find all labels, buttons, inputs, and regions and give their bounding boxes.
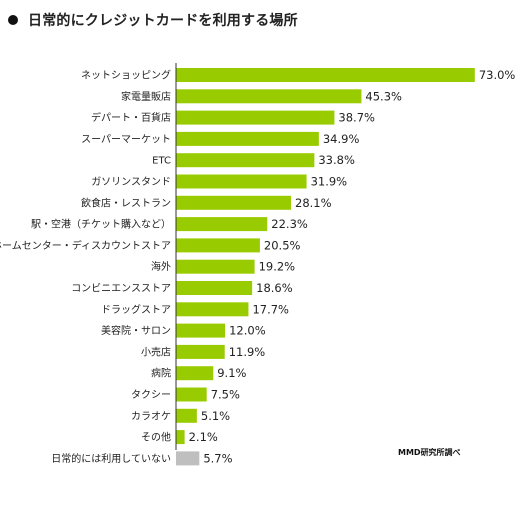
category-label: ETC (152, 156, 171, 167)
bar (176, 131, 319, 146)
category-label: コンビニエンスストア (71, 283, 171, 295)
bar (176, 238, 260, 253)
bar (176, 259, 255, 274)
value-label: 22.3% (271, 217, 308, 231)
bar (176, 110, 335, 125)
category-label: ホームセンター・ディスカウントストア (0, 239, 171, 252)
category-label: 海外 (151, 260, 171, 273)
category-label: 小売店 (141, 345, 171, 358)
source-note: MMD研究所調べ (398, 448, 461, 457)
value-label: 5.7% (203, 451, 232, 465)
value-label: 7.5% (211, 388, 240, 402)
category-label: タクシー (131, 389, 171, 401)
bar (176, 281, 253, 295)
value-label: 2.1% (189, 430, 218, 444)
value-label: 11.9% (229, 345, 266, 359)
value-label: 33.8% (318, 153, 355, 167)
value-label: 38.7% (338, 111, 375, 125)
category-label: スーパーマーケット (81, 133, 171, 145)
bar (176, 323, 226, 338)
category-label: 家電量販店 (121, 90, 171, 103)
bar (176, 366, 214, 381)
bar (176, 217, 268, 232)
bar (176, 89, 362, 104)
category-label: 日常的には利用していない (51, 452, 171, 465)
value-label: 73.0% (479, 68, 516, 82)
bar (176, 153, 315, 168)
value-label: 17.7% (252, 302, 289, 316)
category-label: 病院 (151, 367, 171, 380)
chart-title-row: 日常的にクレジットカードを利用する場所 (8, 9, 298, 31)
category-label: ガソリンスタンド (91, 176, 171, 188)
category-label: デパート・百貨店 (91, 111, 171, 124)
chart-title: 日常的にクレジットカードを利用する場所 (28, 13, 298, 29)
category-label: ドラッグストア (101, 303, 171, 316)
value-label: 31.9% (311, 175, 348, 189)
category-label: カラオケ (131, 410, 171, 422)
bar (176, 344, 225, 359)
value-label: 45.3% (365, 89, 402, 103)
bars-layer: ネットショッピング 73.0% 家電量販店 45.3% デパート・百貨店 38.7% スーパ… (0, 68, 516, 466)
value-label: 9.1% (217, 366, 246, 380)
bar (176, 387, 207, 402)
value-label: 20.5% (264, 238, 301, 252)
bar (176, 302, 249, 317)
category-label: 駅・空港（チケット購入など） (31, 218, 171, 231)
bullet-icon (8, 15, 18, 25)
category-label: 美容院・サロン (101, 324, 171, 337)
value-label: 18.6% (256, 281, 293, 295)
category-label: ネットショッピング (81, 69, 171, 82)
bar (176, 195, 292, 210)
bar (176, 430, 185, 445)
value-label: 28.1% (295, 196, 332, 210)
category-label: その他 (141, 431, 171, 444)
value-label: 12.0% (229, 324, 266, 338)
value-label: 19.2% (259, 260, 296, 274)
bar (176, 408, 197, 423)
category-label: 飲食店・レストラン (81, 196, 171, 209)
value-label: 34.9% (323, 132, 360, 146)
bar (176, 68, 475, 82)
bar (176, 174, 307, 189)
bar (176, 451, 200, 466)
value-label: 5.1% (201, 409, 230, 423)
